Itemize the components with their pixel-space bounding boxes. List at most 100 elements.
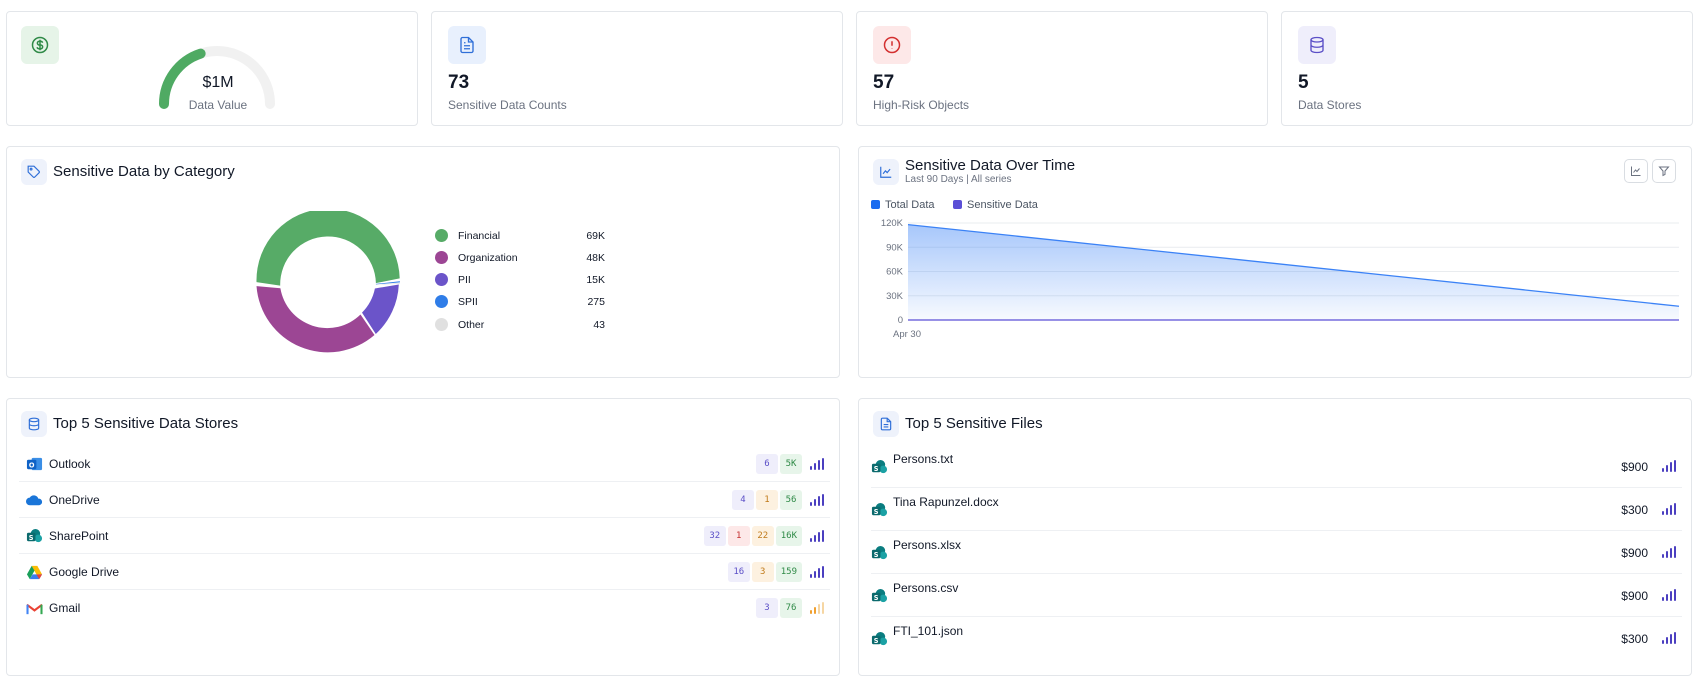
store-badges: 4 1 56 (732, 490, 802, 510)
alert-circle-icon (873, 26, 911, 64)
stores-card: Top 5 Sensitive Data Stores O Outlook 6 … (6, 398, 840, 676)
legend-sensitive-data[interactable]: Sensitive Data (953, 199, 1038, 211)
legend-value: 69K (586, 230, 605, 242)
store-badges: 6 5K (756, 454, 802, 474)
y-tick-label: 0 (898, 315, 903, 326)
data-value-amount: $1M (202, 74, 234, 91)
signal-icon (810, 494, 824, 506)
sharepoint-icon: S (26, 528, 43, 543)
signal-icon (1662, 460, 1676, 472)
legend-label: Other (458, 319, 485, 331)
file-value: $900 (1621, 546, 1648, 560)
legend-label: Organization (458, 252, 518, 264)
legend-row-pii: PII 15K (435, 273, 605, 287)
store-row-onedrive[interactable]: OneDrive 4 1 56 (19, 482, 830, 518)
file-row[interactable]: S Tina Rapunzel.docx $300 (871, 488, 1682, 531)
svg-text:S: S (874, 637, 879, 645)
badge: 6 (756, 454, 778, 474)
kpi-data-stores-card: 5 Data Stores (1281, 11, 1693, 126)
legend-value: 275 (587, 296, 605, 308)
line-chart-icon (873, 159, 899, 185)
series-area-total-data (908, 224, 1679, 320)
y-tick-label: 30K (886, 291, 904, 302)
badge: 16K (775, 526, 802, 546)
store-name: OneDrive (49, 493, 100, 507)
signal-icon (810, 602, 824, 614)
data-stores-value: 5 (1298, 72, 1309, 93)
badge: 159 (775, 562, 802, 582)
legend-label: Sensitive Data (967, 199, 1038, 211)
file-name: Persons.txt (893, 452, 954, 466)
signal-icon (1662, 546, 1676, 558)
timeline-title: Sensitive Data Over Time (905, 157, 1076, 174)
legend-dot (435, 295, 448, 308)
onedrive-icon (26, 495, 43, 506)
file-row[interactable]: S FTI_101.json $300 (871, 617, 1682, 660)
signal-icon (810, 458, 824, 470)
legend-value: 43 (593, 319, 605, 331)
dollar-icon (21, 26, 59, 64)
donut-segment-spii (375, 281, 400, 285)
data-value-gauge (159, 46, 275, 109)
signal-icon (810, 566, 824, 578)
series-line-total-data (907, 223, 1680, 307)
y-tick-label: 120K (881, 218, 904, 229)
tag-icon (21, 159, 47, 185)
donut-segment-financial (256, 211, 400, 286)
legend-label: PII (458, 274, 471, 286)
legend-row-organization: Organization 48K (435, 251, 605, 265)
chart-type-button[interactable] (1624, 159, 1648, 183)
kpi-data-value-card: $1M Data Value (6, 11, 418, 126)
category-donut-chart (256, 211, 400, 353)
gmail-icon (26, 603, 43, 615)
sharepoint-icon: S (871, 545, 888, 560)
outlook-icon: O (26, 457, 43, 471)
file-name: Persons.csv (893, 581, 959, 595)
file-row[interactable]: S Persons.xlsx $900 (871, 531, 1682, 574)
legend-total-data[interactable]: Total Data (871, 199, 935, 211)
legend-label: Total Data (885, 199, 935, 211)
files-card: Top 5 Sensitive Files S Persons.txt $900… (858, 398, 1692, 676)
file-value: $300 (1621, 632, 1648, 646)
file-row[interactable]: S Persons.csv $900 (871, 574, 1682, 617)
filter-button[interactable] (1652, 159, 1676, 183)
legend-row-financial: Financial 69K (435, 229, 605, 243)
sensitive-counts-label: Sensitive Data Counts (448, 98, 567, 112)
sharepoint-icon: S (871, 588, 888, 603)
file-row[interactable]: S Persons.txt $900 (871, 445, 1682, 488)
legend-dot (435, 273, 448, 286)
data-stores-label: Data Stores (1298, 98, 1362, 112)
store-row-gmail[interactable]: Gmail 3 76 (19, 590, 830, 626)
store-name: Outlook (49, 457, 91, 471)
category-title: Sensitive Data by Category (53, 163, 235, 180)
store-row-outlook[interactable]: O Outlook 6 5K (19, 446, 830, 482)
file-name: Tina Rapunzel.docx (893, 495, 999, 509)
data-value-label: Data Value (188, 98, 248, 112)
sensitive-counts-value: 73 (448, 72, 470, 93)
file-value: $300 (1621, 503, 1648, 517)
timeline-area-chart: 120K 90K 60K 30K 0 Apr 30 (881, 218, 1680, 340)
legend-swatch (953, 200, 962, 209)
badge: 4 (732, 490, 754, 510)
timeline-subtitle: Last 90 Days | All series (905, 174, 1012, 185)
badge: 1 (727, 526, 750, 546)
signal-icon (810, 530, 824, 542)
kpi-high-risk-card: 57 High-Risk Objects (856, 11, 1268, 126)
sharepoint-icon: S (871, 459, 888, 474)
document-icon (873, 411, 899, 437)
badge: 76 (780, 598, 802, 618)
legend-dot (435, 229, 448, 242)
badge: 32 (703, 526, 726, 546)
badge: 22 (751, 526, 774, 546)
store-row-sharepoint[interactable]: S SharePoint 32 1 22 16K (19, 518, 830, 554)
x-tick-label: Apr 30 (893, 329, 921, 340)
store-row-google-drive[interactable]: Google Drive 16 3 159 (19, 554, 830, 590)
store-name: Google Drive (49, 565, 120, 579)
timeline-card: Sensitive Data Over Time Last 90 Days | … (858, 146, 1692, 378)
legend-value: 15K (586, 274, 605, 286)
sharepoint-icon: S (871, 502, 888, 517)
donut-segment-organization (256, 286, 375, 353)
legend-label: Financial (458, 230, 501, 242)
store-name: Gmail (49, 601, 81, 615)
badge: 16 (727, 562, 750, 582)
